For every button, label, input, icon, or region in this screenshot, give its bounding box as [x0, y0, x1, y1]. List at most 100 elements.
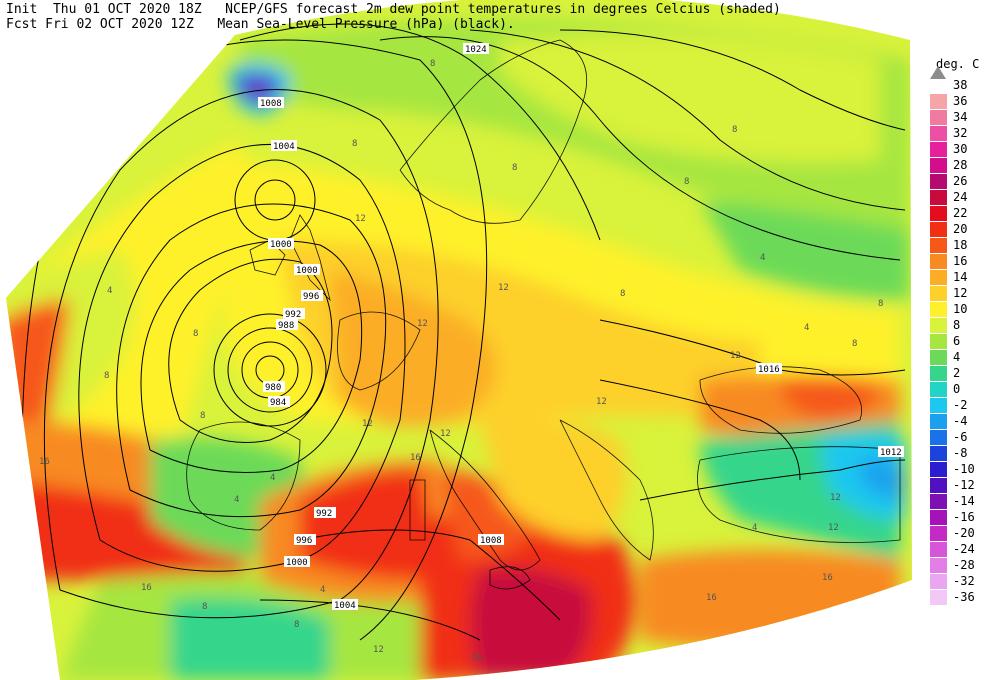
- value-label: 12: [373, 645, 384, 655]
- isobar-label: 1004: [273, 142, 295, 152]
- legend-label: 0: [953, 382, 961, 396]
- legend-top-triangle-icon: [930, 66, 946, 79]
- isobar-label: 992: [316, 509, 332, 519]
- legend-label: 34: [953, 110, 968, 124]
- legend-label: -2: [953, 398, 968, 412]
- legend-swatch: [930, 94, 947, 109]
- legend-label: 36: [953, 94, 968, 108]
- legend-swatch: [930, 254, 947, 269]
- legend-label: -10: [953, 462, 975, 476]
- legend-label: -12: [953, 478, 975, 492]
- legend-swatch: [930, 158, 947, 173]
- legend-label: 10: [953, 302, 968, 316]
- legend-label: -6: [953, 430, 968, 444]
- isobars: [21, 23, 906, 641]
- value-label: 8: [732, 125, 737, 135]
- legend-label: 4: [953, 350, 961, 364]
- value-label: 16: [706, 593, 717, 603]
- value-label: 4: [270, 473, 275, 483]
- value-label: 12: [828, 523, 839, 533]
- value-label: 8: [878, 299, 883, 309]
- value-label: 12: [730, 351, 741, 361]
- isobar-label: 1000: [286, 558, 308, 568]
- isobar-label: 996: [296, 536, 312, 546]
- legend-swatch: [930, 590, 947, 605]
- legend-swatch: [930, 206, 947, 221]
- isobar-label: 1024: [465, 45, 487, 55]
- legend-label: -20: [953, 526, 975, 540]
- legend-label: 24: [953, 190, 968, 204]
- legend-swatch: [930, 190, 947, 205]
- value-label: 4: [234, 495, 239, 505]
- legend-label: -28: [953, 558, 975, 572]
- legend-label: 2: [953, 366, 961, 380]
- legend-swatch: [930, 526, 947, 541]
- value-label: 12: [355, 214, 366, 224]
- legend-label: 32: [953, 126, 968, 140]
- legend-swatch: [930, 478, 947, 493]
- legend-swatch: [930, 494, 947, 509]
- legend-label: 30: [953, 142, 968, 156]
- value-label: 4: [320, 585, 325, 595]
- legend-swatch: [930, 366, 947, 381]
- isobar-label: 996: [303, 292, 319, 302]
- isobar-label: 1012: [880, 448, 902, 458]
- legend-swatch: [930, 238, 947, 253]
- legend-label: 26: [953, 174, 968, 188]
- value-label: 4: [804, 323, 809, 333]
- legend-swatch: [930, 414, 947, 429]
- legend-label: -32: [953, 574, 975, 588]
- legend-label: -8: [953, 446, 968, 460]
- value-label: 8: [852, 339, 857, 349]
- legend-label: 12: [953, 286, 968, 300]
- legend-swatch: [930, 286, 947, 301]
- value-labels: 8 8 8 8 8 12 12 12 12 12 12 8 4 8 8 16 1…: [39, 59, 883, 663]
- value-label: 4: [760, 253, 765, 263]
- legend-label: 8: [953, 318, 961, 332]
- header-line-2: Fcst Fri 02 OCT 2020 12Z Mean Sea-Level …: [6, 17, 515, 32]
- legend-swatch: [930, 542, 947, 557]
- value-label: 8: [684, 177, 689, 187]
- value-label: 16: [471, 653, 482, 663]
- legend-label: -14: [953, 494, 975, 508]
- legend-label: -24: [953, 542, 975, 556]
- value-label: 8: [430, 59, 435, 69]
- legend-label: -36: [953, 590, 975, 604]
- legend-swatch: [930, 462, 947, 477]
- isobar-label: 1000: [270, 240, 292, 250]
- legend-swatch: [930, 334, 947, 349]
- legend-label: 20: [953, 222, 968, 236]
- value-label: 16: [822, 573, 833, 583]
- legend-swatch: [930, 398, 947, 413]
- isobar-label: 980: [265, 383, 281, 393]
- legend-swatch: [930, 126, 947, 141]
- value-label: 8: [620, 289, 625, 299]
- value-label: 12: [417, 319, 428, 329]
- value-label: 8: [200, 411, 205, 421]
- header-line-1: Init Thu 01 OCT 2020 18Z NCEP/GFS foreca…: [6, 2, 781, 17]
- value-label: 12: [830, 493, 841, 503]
- value-label: 16: [410, 453, 421, 463]
- value-label: 8: [193, 329, 198, 339]
- value-label: 8: [352, 139, 357, 149]
- legend-swatch: [930, 222, 947, 237]
- legend-swatch: [930, 510, 947, 525]
- legend-label: -4: [953, 414, 968, 428]
- legend-swatch: [930, 574, 947, 589]
- legend-label: 16: [953, 254, 968, 268]
- legend-top-label: 38: [953, 78, 968, 92]
- isobar-label: 992: [285, 310, 301, 320]
- legend-label: 14: [953, 270, 968, 284]
- legend-swatch: [930, 318, 947, 333]
- legend-label: -16: [953, 510, 975, 524]
- legend-label: 18: [953, 238, 968, 252]
- value-label: 8: [104, 371, 109, 381]
- isobar-label: 984: [270, 398, 286, 408]
- legend-swatch: [930, 270, 947, 285]
- legend-title: deg. C: [936, 57, 980, 71]
- value-label: 12: [498, 283, 509, 293]
- legend-swatch: [930, 558, 947, 573]
- legend-swatch: [930, 382, 947, 397]
- isobar-label: 1008: [480, 536, 502, 546]
